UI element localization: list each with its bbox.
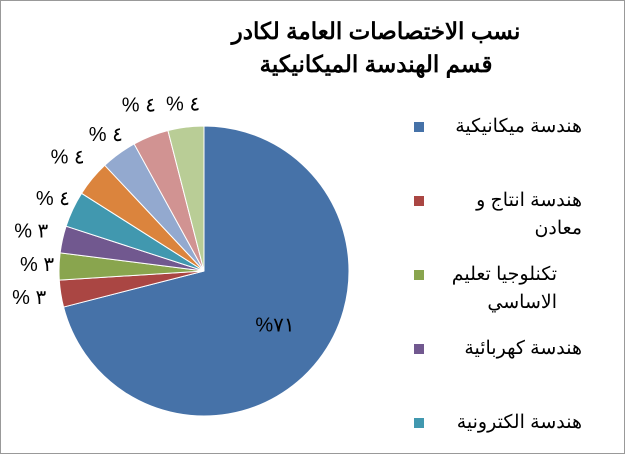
legend-label: هندسة الكترونية: [456, 412, 582, 433]
data-label: % ٣: [14, 221, 48, 243]
legend-swatch: [414, 122, 424, 132]
legend-label: هندسة ميكانيكية: [455, 116, 582, 137]
legend-swatch: [414, 196, 424, 206]
legend-label: تكنلوجيا تعليم الاساسي: [451, 264, 557, 313]
legend-swatch: [414, 270, 424, 280]
legend-item: هندسة الكترونية: [414, 409, 589, 437]
data-label: % ٤: [122, 95, 156, 117]
data-label: % ٤: [166, 94, 200, 116]
legend-item: هندسة ميكانيكية: [414, 113, 589, 141]
data-label: % ٤: [89, 124, 123, 146]
legend-item: تكنلوجيا تعليم الاساسي: [414, 261, 589, 317]
pie-slice: [62, 125, 350, 417]
legend-label: هندسة كهربائية: [464, 338, 582, 359]
pie-slice: [167, 125, 205, 272]
data-label: % ٤: [36, 188, 70, 210]
data-label: % ٣: [12, 287, 46, 309]
legend-item: هندسة كهربائية: [414, 335, 589, 363]
legend-swatch: [414, 344, 424, 354]
legend-item: هندسة انتاج و معادن: [414, 187, 589, 243]
data-label: %٧١: [255, 314, 294, 336]
legend-swatch: [414, 418, 424, 428]
data-label: % ٣: [20, 254, 54, 276]
data-label: % ٤: [51, 146, 85, 168]
legend-label: هندسة انتاج و معادن: [476, 190, 582, 239]
chart-title: نسب الاختصاصات العامة لكادر قسم الهندسة …: [231, 18, 521, 77]
